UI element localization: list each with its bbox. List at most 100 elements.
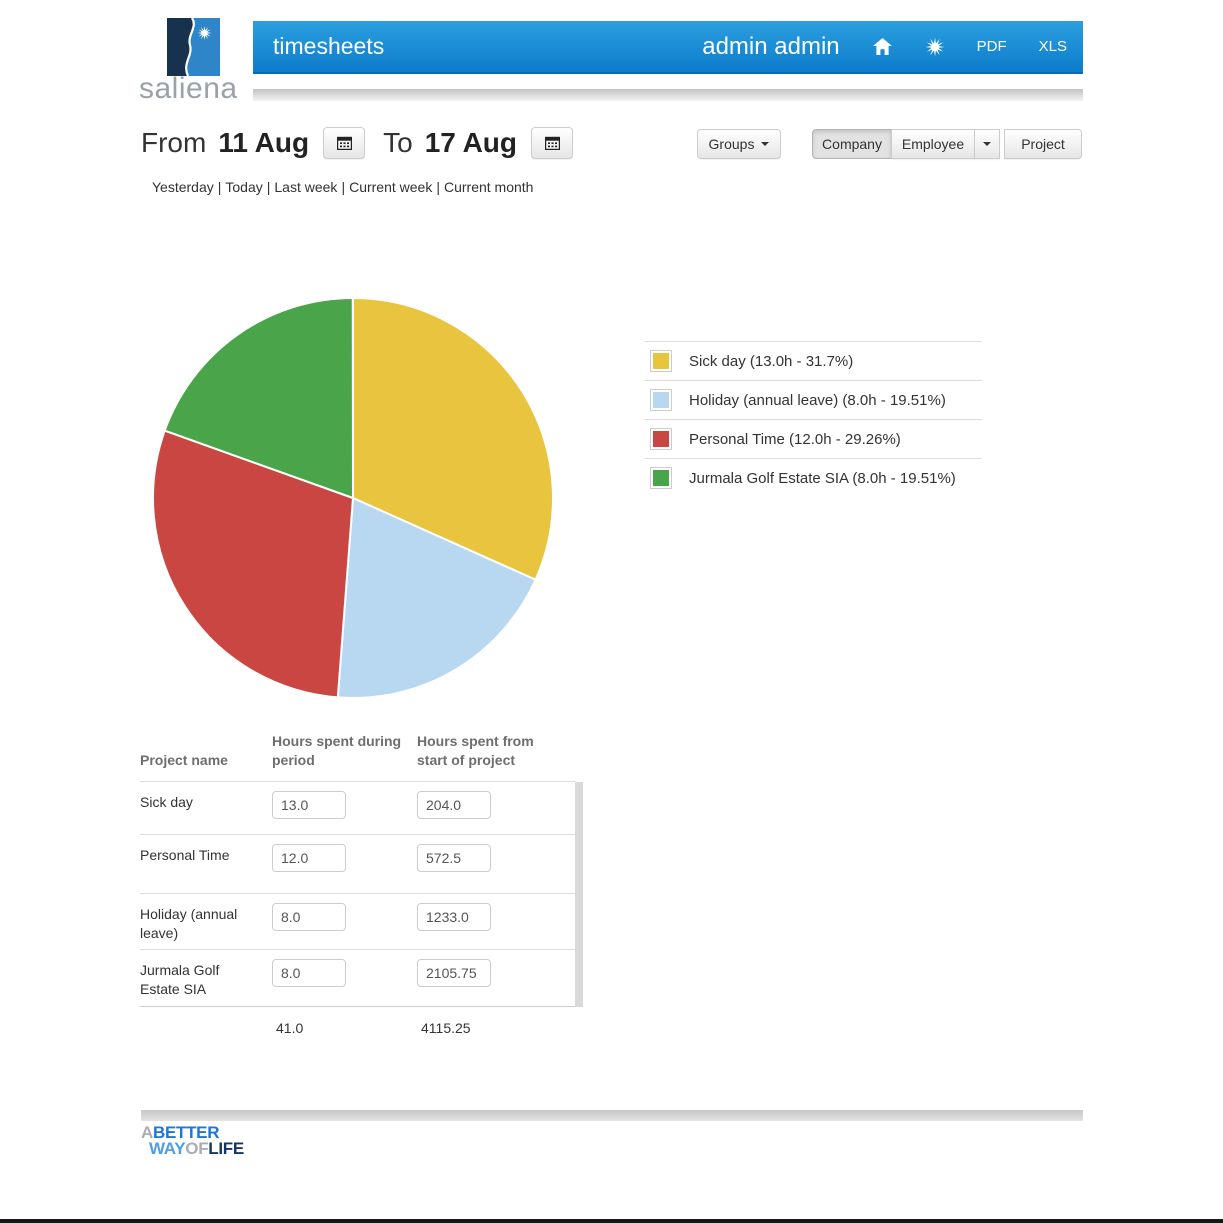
- hours-total-input[interactable]: [417, 844, 491, 872]
- sun-icon[interactable]: [925, 37, 945, 57]
- hours-period-cell: [272, 894, 417, 949]
- hours-period-input[interactable]: [272, 844, 346, 872]
- current-user[interactable]: admin admin: [702, 32, 840, 60]
- hours-total-cell: [417, 782, 575, 834]
- pdf-export-link[interactable]: PDF: [976, 38, 1007, 55]
- hours-period-cell: [272, 950, 417, 1006]
- hours-total-cell: [417, 835, 575, 893]
- legend-label: Personal Time (12.0h - 29.26%): [689, 430, 901, 448]
- hours-period-input[interactable]: [272, 959, 346, 987]
- pie-slice-personal-time: [152, 429, 355, 699]
- footer-logo: ABETTER WAYOFLIFE: [141, 1123, 244, 1158]
- hours-total-cell: [417, 950, 575, 1006]
- legend-swatch: [650, 389, 672, 411]
- column-header-hours-period: Hours spent during period: [272, 733, 402, 768]
- project-name-cell: Holiday (annual leave): [140, 906, 238, 941]
- date-range-controls: From 11 Aug To 17 Aug: [141, 127, 573, 159]
- footer-word-life: LIFE: [208, 1139, 244, 1158]
- project-name-cell: Personal Time: [140, 847, 230, 863]
- from-label: From: [141, 127, 207, 158]
- table-row: Jurmala Golf Estate SIA: [140, 950, 575, 1007]
- groups-label: Groups: [708, 136, 755, 152]
- footer-word-way: WAY: [149, 1139, 186, 1158]
- legend-item: Jurmala Golf Estate SIA (8.0h - 19.51%): [645, 458, 982, 497]
- quick-date-links: Yesterday | Today | Last week | Current week | C…: [152, 179, 533, 195]
- to-date-value: 17 Aug: [424, 127, 517, 158]
- table-body: Sick day Personal Time Holiday (annual lea…: [140, 782, 583, 1007]
- legend-label: Holiday (annual leave) (8.0h - 19.51%): [689, 391, 946, 409]
- quick-link-current-month[interactable]: Current month: [443, 179, 534, 195]
- quick-link-yesterday[interactable]: Yesterday: [152, 179, 214, 195]
- pie-slice-jurmala-golf-estate-sia: [163, 296, 355, 500]
- brand-name: saliena: [139, 72, 238, 105]
- chart-legend: Sick day (13.0h - 31.7%) Holiday (annual …: [645, 341, 982, 497]
- legend-swatch: [650, 467, 672, 489]
- quick-link-last-week[interactable]: Last week: [274, 179, 338, 195]
- hours-total-input[interactable]: [417, 903, 491, 931]
- table-scrollbar[interactable]: [575, 782, 583, 1007]
- table-row: Personal Time: [140, 835, 575, 894]
- view-mode-button-group: Company Employee Project: [812, 129, 1082, 159]
- view-company-button[interactable]: Company: [812, 129, 892, 159]
- legend-swatch: [650, 350, 672, 372]
- employee-dropdown-caret-button[interactable]: [974, 129, 1000, 159]
- to-calendar-button[interactable]: [531, 127, 573, 159]
- hours-total-input[interactable]: [417, 791, 491, 819]
- calendar-icon: [544, 136, 560, 150]
- chevron-down-icon: [761, 142, 770, 146]
- app-title: timesheets: [273, 33, 385, 59]
- hours-total-cell: [417, 894, 575, 949]
- total-hours-period: 41.0: [276, 1020, 304, 1036]
- pie-slice-sick-day: [352, 296, 554, 582]
- table-row: Holiday (annual leave): [140, 894, 575, 950]
- legend-item: Personal Time (12.0h - 29.26%): [645, 419, 982, 458]
- project-name-cell: Sick day: [140, 794, 193, 810]
- total-hours-overall: 4115.25: [421, 1020, 471, 1036]
- table-totals-row: 41.0 4115.25: [140, 1007, 575, 1036]
- quick-link-separator: |: [436, 179, 440, 195]
- legend-swatch: [650, 428, 672, 450]
- saliena-logo: [167, 18, 220, 76]
- pie-slice-holiday-annual-leave-: [336, 496, 537, 699]
- hours-period-cell: [272, 782, 417, 834]
- hours-period-input[interactable]: [272, 791, 346, 819]
- project-name-cell: Jurmala Golf Estate SIA: [140, 962, 220, 997]
- header-divider-bar: [253, 89, 1083, 101]
- legend-item: Holiday (annual leave) (8.0h - 19.51%): [645, 380, 982, 419]
- hours-period-input[interactable]: [272, 903, 346, 931]
- quick-link-today[interactable]: Today: [225, 179, 263, 195]
- footer-word-of: OF: [185, 1139, 209, 1158]
- table-header-row: Project name Hours spent during period H…: [140, 732, 575, 782]
- window-bottom-edge: [0, 1219, 1223, 1223]
- footer-divider-bar: [141, 1110, 1083, 1121]
- footer-word-a: A: [141, 1123, 153, 1142]
- view-employee-button[interactable]: Employee: [891, 129, 975, 159]
- from-date-value: 11 Aug: [218, 127, 310, 158]
- hours-period-cell: [272, 835, 417, 893]
- column-header-project-name: Project name: [140, 752, 228, 768]
- xls-export-link[interactable]: XLS: [1038, 38, 1067, 55]
- topbar-actions: admin admin PDF XLS: [702, 21, 1067, 72]
- top-navigation-bar: timesheets admin admin PDF XLS: [253, 21, 1083, 74]
- quick-link-current-week[interactable]: Current week: [349, 179, 433, 195]
- legend-label: Jurmala Golf Estate SIA (8.0h - 19.51%): [689, 469, 956, 487]
- column-header-hours-total: Hours spent from start of project: [417, 733, 534, 768]
- sun-icon: [197, 26, 212, 40]
- from-calendar-button[interactable]: [323, 127, 366, 159]
- legend-label: Sick day (13.0h - 31.7%): [689, 352, 854, 370]
- table-row: Sick day: [140, 782, 575, 835]
- calendar-icon: [336, 136, 352, 150]
- view-project-button[interactable]: Project: [1004, 129, 1082, 159]
- home-icon[interactable]: [872, 37, 893, 56]
- project-hours-table: Project name Hours spent during period H…: [140, 732, 583, 1036]
- legend-item: Sick day (13.0h - 31.7%): [645, 341, 982, 380]
- groups-dropdown-button[interactable]: Groups: [697, 129, 781, 159]
- to-label: To: [383, 127, 413, 158]
- chevron-down-icon: [983, 142, 991, 146]
- quick-link-separator: |: [217, 179, 222, 195]
- quick-link-separator: |: [266, 179, 271, 195]
- footer-word-better: BETTER: [152, 1123, 220, 1142]
- hours-pie-chart: [152, 296, 554, 699]
- hours-total-input[interactable]: [417, 959, 491, 987]
